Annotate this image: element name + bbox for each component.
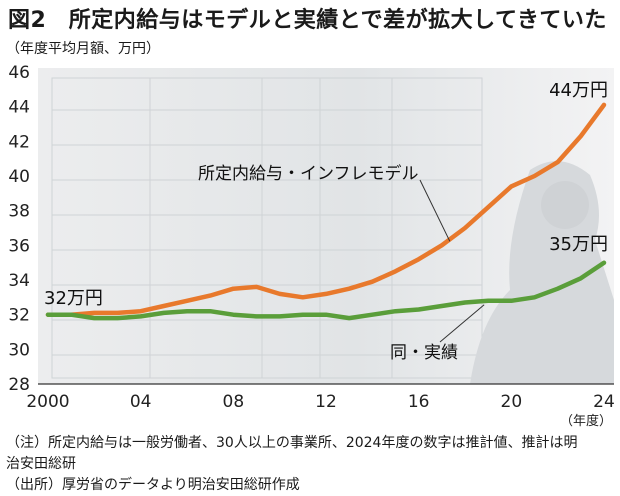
footnote-line-2: 治安田総研 (6, 456, 76, 472)
background-photo (38, 68, 614, 384)
y-tick-label: 28 (8, 375, 30, 395)
y-tick-label: 42 (8, 132, 30, 152)
source-note: （出所）厚労省のデータより明治安田総研作成 (6, 477, 300, 493)
start-value-label: 32万円 (44, 288, 103, 309)
chart-title: 図2 所定内給与はモデルと実績とで差が拡大してきていた (8, 8, 607, 33)
end-value-label-model: 44万円 (549, 80, 608, 101)
series-line-inflation-model (45, 102, 607, 317)
y-tick-label: 36 (8, 236, 30, 256)
y-tick-label: 38 (8, 202, 30, 222)
unit-label: （年度平均月額、万円） (6, 41, 160, 57)
x-tick-label: 04 (130, 392, 152, 412)
x-tick-label: 08 (223, 392, 245, 412)
series-label-model: 所定内給与・インフレモデル (198, 163, 419, 184)
series-lines (45, 102, 607, 321)
end-value-label-actual: 35万円 (549, 234, 608, 255)
x-tick-label: 2000 (26, 392, 69, 412)
y-tick-label: 30 (8, 340, 30, 360)
leader-line-actual (439, 304, 485, 343)
series-line-actual (45, 260, 607, 321)
footnote-line-1: （注）所定内給与は一般労働者、30人以上の事業所、2024年度の数字は推計値、推… (6, 435, 578, 451)
x-tick-label: 16 (408, 392, 430, 412)
footnote: （注）所定内給与は一般労働者、30人以上の事業所、2024年度の数字は推計値、推… (6, 433, 577, 475)
y-tick-label: 40 (8, 167, 30, 187)
y-tick-label: 32 (8, 306, 30, 326)
y-tick-label: 44 (8, 98, 30, 118)
series-label-actual: 同・実績 (390, 343, 458, 363)
x-axis-label: （年度） (560, 413, 612, 429)
x-tick-label: 24 (593, 392, 615, 412)
x-tick-label: 20 (501, 392, 523, 412)
y-tick-label: 46 (8, 63, 30, 83)
leader-line-model (419, 179, 451, 242)
axes: 28 30 32 34 36 38 40 42 44 46 2000 04 08 12 16 20 24（年度） (8, 63, 614, 429)
x-tick-label: 12 (315, 392, 337, 412)
y-tick-label: 34 (8, 271, 30, 291)
